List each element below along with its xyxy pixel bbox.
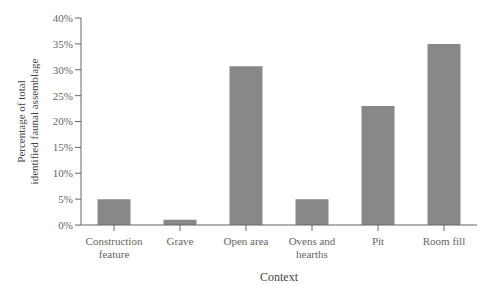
svg-text:Open area: Open area	[224, 235, 269, 247]
svg-text:20%: 20%	[53, 115, 73, 127]
svg-text:10%: 10%	[53, 167, 73, 179]
svg-text:Context: Context	[260, 270, 299, 284]
svg-text:15%: 15%	[53, 141, 73, 153]
svg-text:25%: 25%	[53, 90, 73, 102]
svg-text:Room fill: Room fill	[423, 235, 465, 247]
svg-text:Constructionfeature: Constructionfeature	[86, 235, 143, 260]
svg-text:35%: 35%	[53, 38, 73, 50]
svg-text:Percentage of totalidentified: Percentage of totalidentified faunal ass…	[15, 58, 40, 184]
svg-text:Pit: Pit	[372, 235, 384, 247]
svg-text:40%: 40%	[53, 12, 73, 24]
svg-text:5%: 5%	[58, 193, 73, 205]
svg-text:0%: 0%	[58, 219, 73, 231]
svg-text:Ovens andhearths: Ovens andhearths	[289, 235, 336, 260]
svg-text:Grave: Grave	[167, 235, 194, 247]
svg-text:30%: 30%	[53, 64, 73, 76]
